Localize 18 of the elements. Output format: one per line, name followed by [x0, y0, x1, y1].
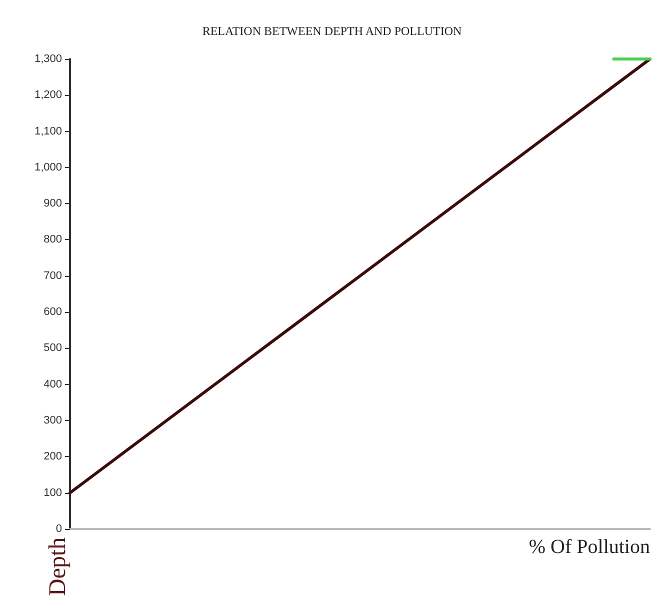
y-tick-label: 1,000: [34, 161, 62, 174]
y-tick-label: 0: [56, 522, 62, 535]
x-axis-title: % Of Pollution: [528, 536, 650, 558]
y-tick-label: 1,100: [34, 125, 62, 138]
y-tick-label: 1,300: [34, 53, 62, 65]
y-tick-label: 1,200: [34, 89, 62, 102]
y-axis-title: Depth: [45, 537, 71, 596]
y-tick-label: 300: [44, 414, 62, 426]
y-tick-label: 400: [44, 378, 62, 390]
y-tick-label: 900: [44, 198, 62, 210]
y-tick-label: 800: [44, 234, 62, 246]
y-tick-label: 600: [44, 306, 62, 318]
line-series: [68, 58, 652, 494]
y-tick-label: 500: [44, 342, 62, 354]
chart-title: RELATION BETWEEN DEPTH AND POLLUTION: [202, 24, 462, 38]
y-tick-label: 100: [44, 486, 62, 499]
y-tick-label: 200: [44, 450, 62, 463]
y-tick-label: 700: [44, 270, 62, 282]
